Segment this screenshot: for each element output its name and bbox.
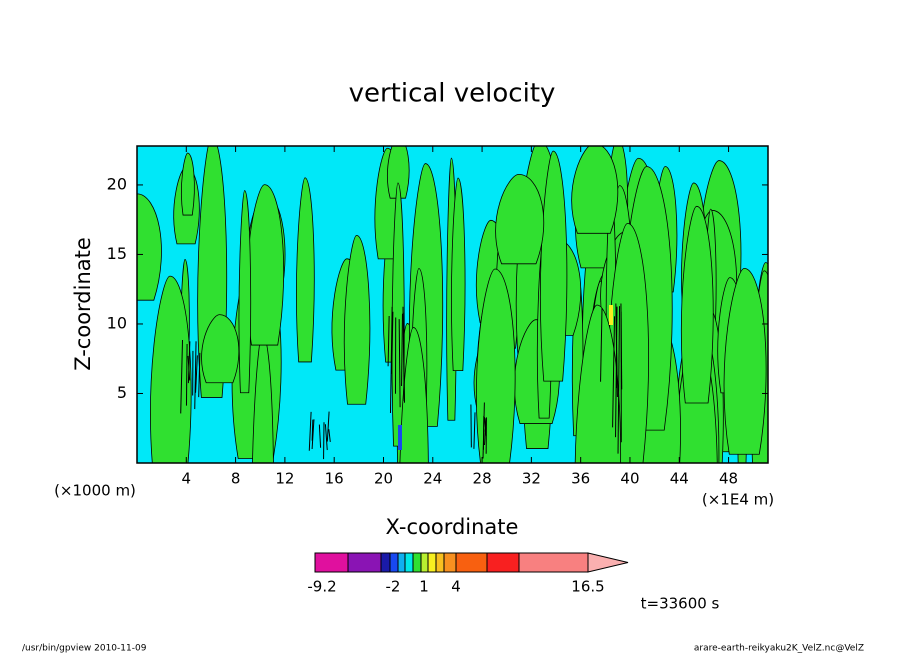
footer-left: /usr/bin/gpview 2010-11-09 <box>22 644 147 654</box>
chart-title: vertical velocity <box>349 79 556 109</box>
colorbar-tick-label: -2 <box>386 578 401 596</box>
x-tick-label: 16 <box>325 470 344 488</box>
y-unit: (×1000 m) <box>54 482 136 500</box>
x-tick-label: 24 <box>423 470 442 488</box>
colorbar-segment <box>436 553 444 572</box>
contour-region <box>398 425 402 450</box>
colorbar-extension <box>588 553 628 572</box>
colorbar-tick-label: 1 <box>419 578 429 596</box>
x-tick-label: 12 <box>275 470 294 488</box>
x-tick-label: 40 <box>620 470 639 488</box>
colorbar-tick-label: -9.2 <box>307 578 336 596</box>
x-tick-label: 36 <box>571 470 590 488</box>
colorbar-tick-label: 4 <box>451 578 461 596</box>
colorbar-segment <box>428 553 436 572</box>
contour-region <box>609 305 613 325</box>
x-axis-label: X-coordinate <box>386 515 519 539</box>
colorbar-segment <box>315 553 348 572</box>
colorbar-segment <box>405 553 413 572</box>
x-tick-label: 4 <box>182 470 192 488</box>
colorbar-segment <box>348 553 381 572</box>
contour-line <box>186 344 187 406</box>
x-unit: (×1E4 m) <box>702 491 774 509</box>
y-tick-label: 20 <box>107 174 127 193</box>
footer-right: arare-earth-reikyaku2K_VelZ.nc@VelZ <box>694 644 864 654</box>
colorbar-segment <box>413 553 421 572</box>
x-tick-label: 48 <box>719 470 738 488</box>
colorbar-segment <box>398 553 405 572</box>
colorbar-segment <box>456 553 487 572</box>
contour-line <box>312 420 313 441</box>
colorbar-segment <box>444 553 456 572</box>
y-axis-label: Z-coordinate <box>71 237 95 371</box>
y-tick-label: 10 <box>107 313 127 332</box>
colorbar-segment <box>487 553 519 572</box>
y-tick-label: 5 <box>117 383 127 402</box>
time-label: t=33600 s <box>641 595 720 613</box>
x-tick-label: 32 <box>522 470 541 488</box>
y-tick-label: 15 <box>107 244 127 263</box>
x-tick-label: 8 <box>231 470 241 488</box>
x-tick-label: 28 <box>473 470 492 488</box>
x-tick-label: 20 <box>374 470 393 488</box>
colorbar-tick-label: 16.5 <box>571 578 604 596</box>
colorbar-segment <box>519 553 588 572</box>
x-tick-label: 44 <box>670 470 689 488</box>
colorbar-segment <box>381 553 390 572</box>
colorbar: -9.2 -2 1 4 16.5 <box>307 553 628 596</box>
colorbar-segment <box>390 553 398 572</box>
colorbar-segment <box>421 553 428 572</box>
